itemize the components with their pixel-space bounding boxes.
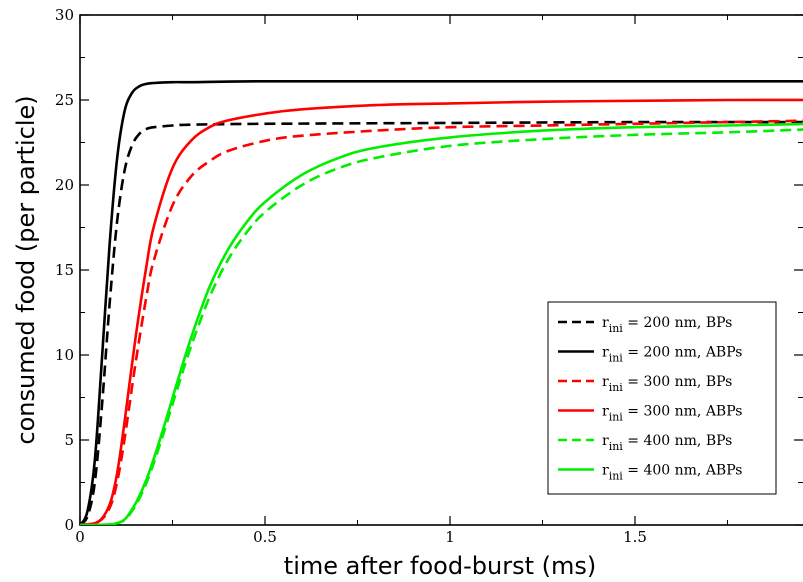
y-tick-label: 0	[64, 516, 74, 534]
axis-ticks: 00.511.52051015202530	[55, 6, 803, 546]
legend-label-6: rini = 400 nm, ABPs	[602, 463, 742, 483]
x-tick-label: 1.5	[623, 528, 647, 546]
x-axis-title: time after food-burst (ms)	[284, 552, 596, 580]
y-axis-title: consumed food (per particle)	[12, 95, 40, 444]
y-tick-label: 25	[55, 91, 74, 109]
series-line-3	[80, 119, 803, 525]
y-tick-label: 5	[64, 431, 74, 449]
legend-box	[547, 301, 777, 495]
legend: rini = 200 nm, BPs rini = 200 nm, ABPs rin…	[547, 301, 777, 495]
legend-label-4: rini = 300 nm, ABPs	[602, 404, 742, 424]
x-tick-label: 1	[445, 528, 455, 546]
y-tick-label: 30	[55, 6, 74, 24]
series-line-4	[80, 98, 803, 525]
legend-label-2: rini = 200 nm, ABPs	[602, 345, 742, 365]
legend-label-5: rini = 400 nm, BPs	[602, 433, 732, 453]
x-tick-label: 0.5	[253, 528, 277, 546]
series-line-6	[80, 122, 803, 525]
x-tick-label: 0	[75, 528, 85, 546]
legend-label-3: rini = 300 nm, BPs	[602, 374, 732, 394]
y-tick-label: 20	[55, 176, 74, 194]
series-layer	[80, 79, 803, 525]
legend-label-1: rini = 200 nm, BPs	[602, 315, 732, 335]
series-line-1	[80, 120, 803, 525]
series-line-2	[80, 79, 803, 525]
y-tick-label: 15	[55, 261, 74, 279]
y-tick-label: 10	[55, 346, 74, 364]
legend-items: rini = 200 nm, BPs rini = 200 nm, ABPs rin…	[558, 315, 742, 483]
